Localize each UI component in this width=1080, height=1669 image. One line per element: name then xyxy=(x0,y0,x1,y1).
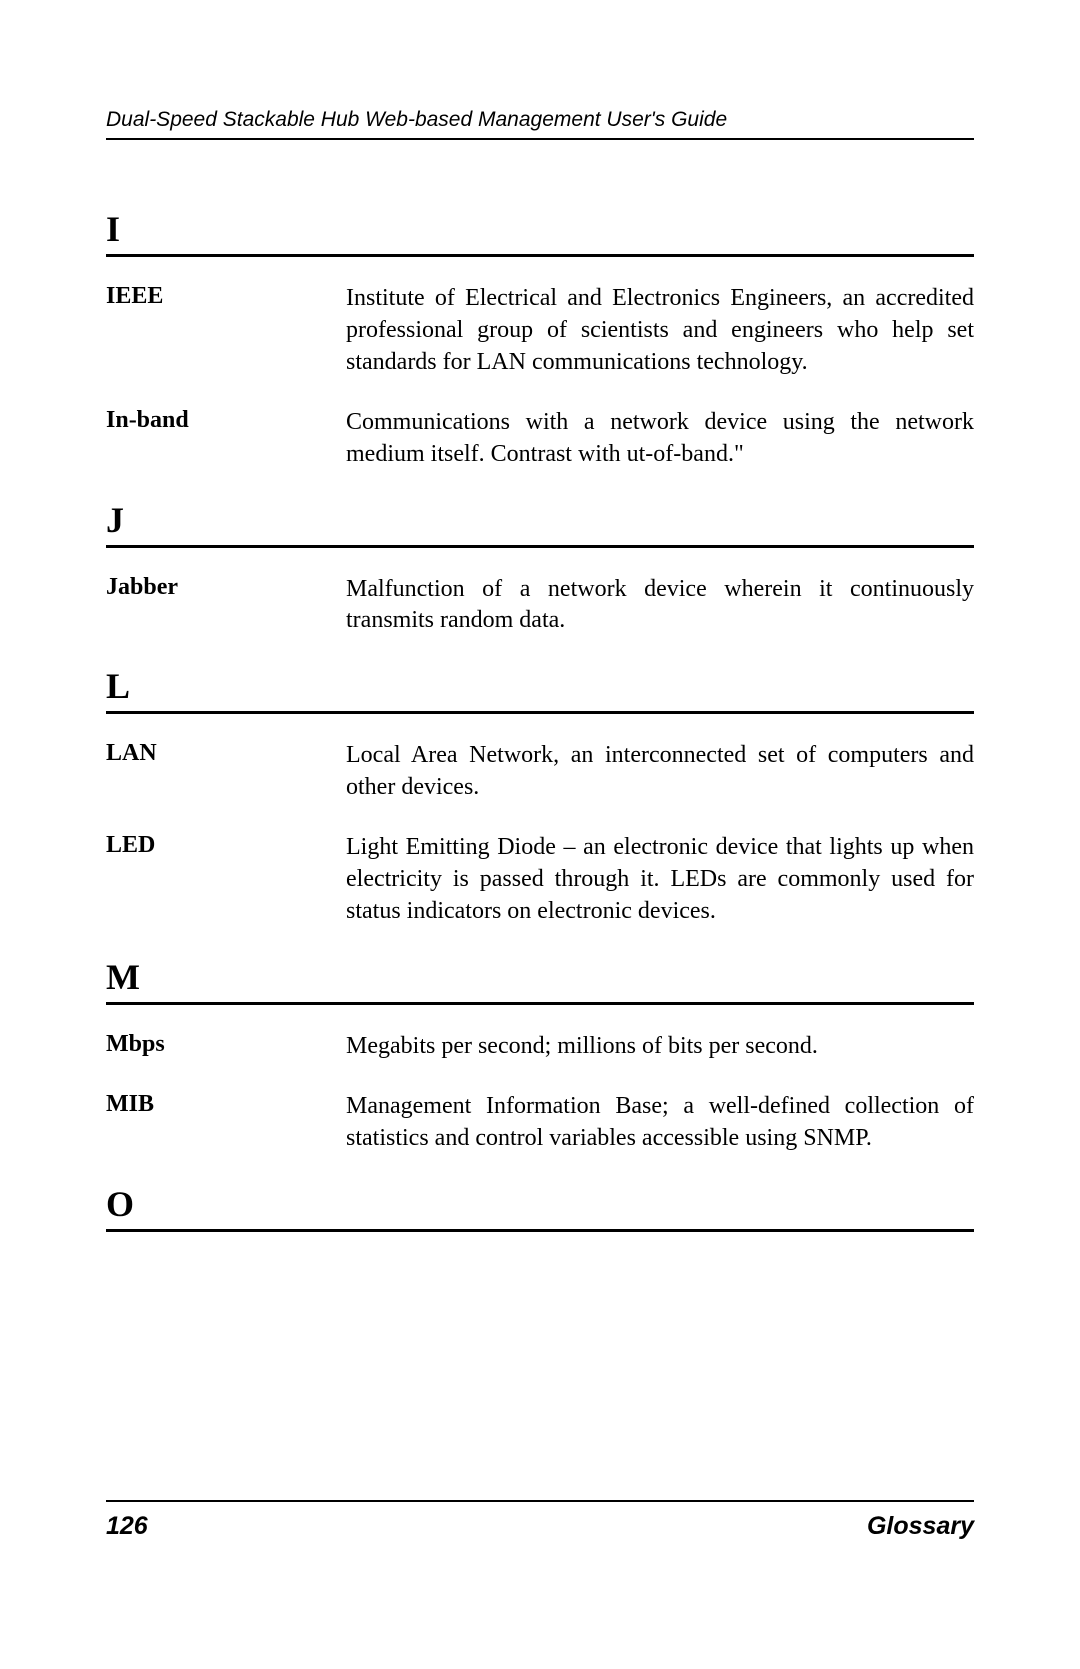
glossary-definition: Megabits per second; millions of bits pe… xyxy=(346,1031,974,1063)
glossary-group: M MbpsMegabits per second; millions of bi… xyxy=(106,956,974,1155)
letter-heading: J xyxy=(106,499,974,548)
glossary-definition: Communications with a network device usi… xyxy=(346,407,974,471)
header-title: Dual-Speed Stackable Hub Web-based Manag… xyxy=(106,108,727,131)
glossary-body: I IEEEInstitute of Electrical and Electro… xyxy=(106,208,974,1232)
glossary-entry: LANLocal Area Network, an interconnected… xyxy=(106,740,974,804)
letter-heading: M xyxy=(106,956,974,1005)
glossary-term: In-band xyxy=(106,407,346,471)
glossary-entry: JabberMalfunction of a network device wh… xyxy=(106,574,974,638)
letter-heading: O xyxy=(106,1183,974,1232)
glossary-definition: Institute of Electrical and Electronics … xyxy=(346,283,974,379)
glossary-group: O xyxy=(106,1183,974,1232)
page-footer: 126 Glossary xyxy=(106,1500,974,1541)
glossary-entry: LEDLight Emitting Diode – an electronic … xyxy=(106,832,974,928)
glossary-term: IEEE xyxy=(106,283,346,379)
glossary-definition: Light Emitting Diode – an electronic dev… xyxy=(346,832,974,928)
page-header: Dual-Speed Stackable Hub Web-based Manag… xyxy=(106,108,974,140)
page-number: 126 xyxy=(106,1512,148,1541)
glossary-term: Mbps xyxy=(106,1031,346,1063)
glossary-term: LED xyxy=(106,832,346,928)
glossary-term: MIB xyxy=(106,1091,346,1155)
glossary-entry: In-bandCommunications with a network dev… xyxy=(106,407,974,471)
glossary-definition: Management Information Base; a well-defi… xyxy=(346,1091,974,1155)
section-label: Glossary xyxy=(867,1512,974,1541)
glossary-entry: MIBManagement Information Base; a well-d… xyxy=(106,1091,974,1155)
glossary-entry: IEEEInstitute of Electrical and Electron… xyxy=(106,283,974,379)
glossary-group: J JabberMalfunction of a network device w… xyxy=(106,499,974,638)
glossary-definition: Malfunction of a network device wherein … xyxy=(346,574,974,638)
letter-heading: I xyxy=(106,208,974,257)
glossary-group: L LANLocal Area Network, an interconnecte… xyxy=(106,665,974,928)
glossary-term: Jabber xyxy=(106,574,346,638)
letter-heading: L xyxy=(106,665,974,714)
glossary-entry: MbpsMegabits per second; millions of bit… xyxy=(106,1031,974,1063)
glossary-term: LAN xyxy=(106,740,346,804)
glossary-group: I IEEEInstitute of Electrical and Electro… xyxy=(106,208,974,471)
glossary-definition: Local Area Network, an interconnected se… xyxy=(346,740,974,804)
